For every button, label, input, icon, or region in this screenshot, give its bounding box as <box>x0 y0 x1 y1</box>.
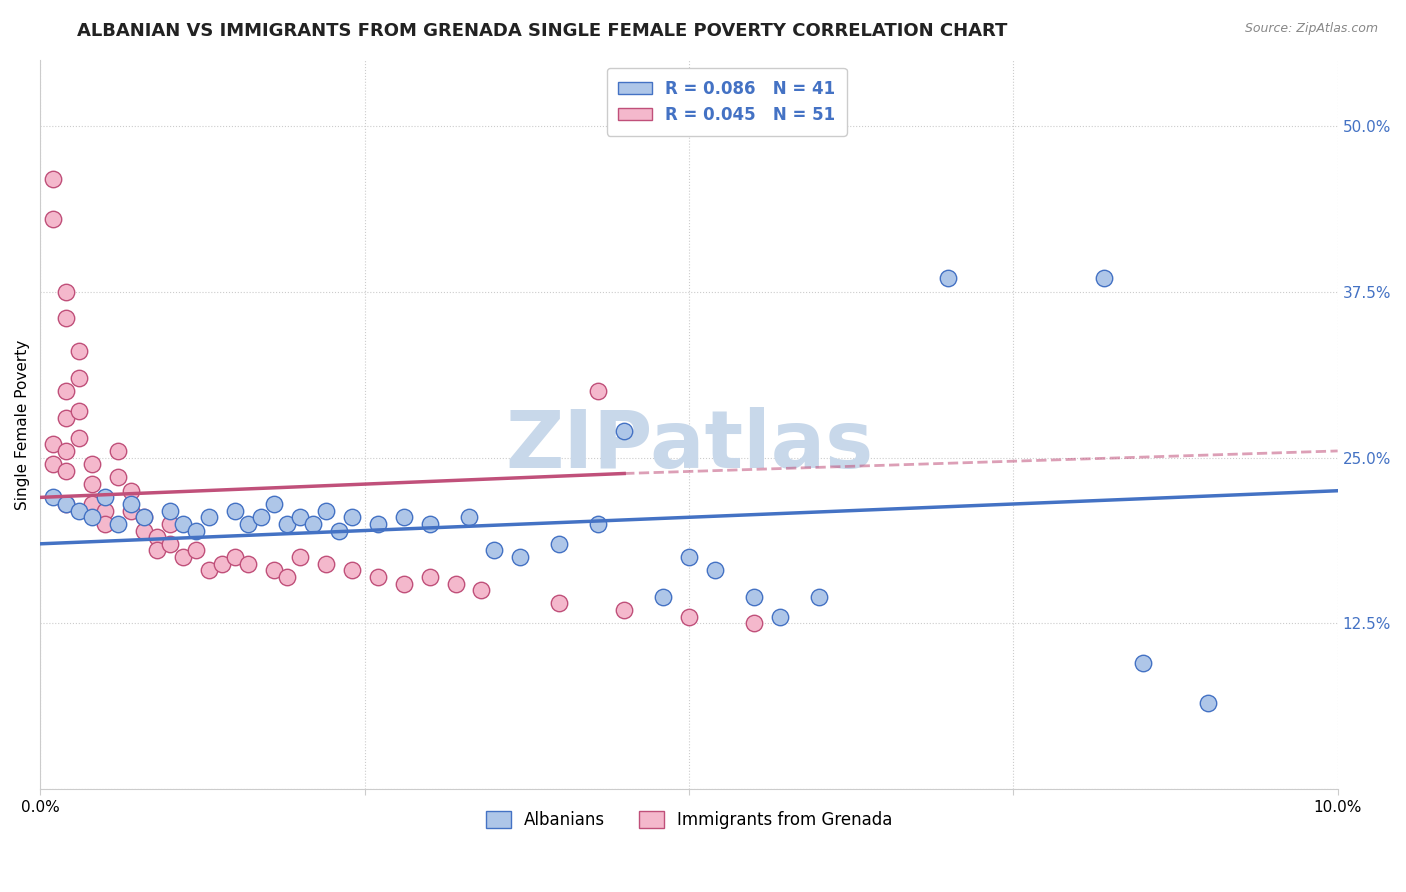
Text: Source: ZipAtlas.com: Source: ZipAtlas.com <box>1244 22 1378 36</box>
Y-axis label: Single Female Poverty: Single Female Poverty <box>15 339 30 509</box>
Point <box>328 524 350 538</box>
Point <box>172 516 194 531</box>
Point <box>120 503 142 517</box>
Point <box>55 311 77 326</box>
Point <box>250 510 273 524</box>
Point <box>613 603 636 617</box>
Point <box>938 271 960 285</box>
Point <box>42 437 65 451</box>
Point <box>276 516 298 531</box>
Text: ALBANIAN VS IMMIGRANTS FROM GRENADA SINGLE FEMALE POVERTY CORRELATION CHART: ALBANIAN VS IMMIGRANTS FROM GRENADA SING… <box>77 22 1008 40</box>
Point <box>42 211 65 226</box>
Point <box>276 570 298 584</box>
Point <box>134 510 156 524</box>
Point <box>224 550 246 565</box>
Point <box>159 503 181 517</box>
Point <box>548 597 571 611</box>
Point <box>67 431 90 445</box>
Point <box>107 444 129 458</box>
Point <box>340 510 363 524</box>
Point <box>82 457 104 471</box>
Point <box>67 344 90 359</box>
Point <box>120 483 142 498</box>
Point <box>42 172 65 186</box>
Point <box>367 516 389 531</box>
Point <box>55 464 77 478</box>
Point <box>159 537 181 551</box>
Point <box>678 609 700 624</box>
Point <box>315 557 337 571</box>
Point <box>548 537 571 551</box>
Point <box>146 543 169 558</box>
Point <box>484 543 506 558</box>
Point <box>55 285 77 299</box>
Point <box>159 516 181 531</box>
Point <box>120 497 142 511</box>
Point <box>184 543 207 558</box>
Point <box>704 563 727 577</box>
Point <box>263 563 285 577</box>
Point <box>419 516 441 531</box>
Point <box>419 570 441 584</box>
Point <box>55 497 77 511</box>
Point <box>172 550 194 565</box>
Point <box>134 510 156 524</box>
Point <box>55 497 77 511</box>
Point <box>509 550 531 565</box>
Point <box>42 491 65 505</box>
Point <box>94 516 117 531</box>
Point <box>184 524 207 538</box>
Point <box>742 590 765 604</box>
Text: ZIPatlas: ZIPatlas <box>505 408 873 485</box>
Point <box>236 516 259 531</box>
Point <box>586 384 609 399</box>
Point <box>444 576 467 591</box>
Point <box>94 503 117 517</box>
Point <box>55 384 77 399</box>
Point <box>1132 656 1154 670</box>
Point <box>367 570 389 584</box>
Point <box>263 497 285 511</box>
Legend: Albanians, Immigrants from Grenada: Albanians, Immigrants from Grenada <box>479 804 898 836</box>
Point <box>198 510 221 524</box>
Point <box>82 477 104 491</box>
Point <box>198 563 221 577</box>
Point <box>107 516 129 531</box>
Point <box>82 497 104 511</box>
Point <box>67 503 90 517</box>
Point <box>67 371 90 385</box>
Point <box>211 557 233 571</box>
Point <box>236 557 259 571</box>
Point <box>586 516 609 531</box>
Point <box>678 550 700 565</box>
Point <box>742 616 765 631</box>
Point <box>613 424 636 438</box>
Point <box>107 470 129 484</box>
Point <box>146 530 169 544</box>
Point <box>55 410 77 425</box>
Point <box>224 503 246 517</box>
Point <box>457 510 479 524</box>
Point <box>67 404 90 418</box>
Point <box>340 563 363 577</box>
Point <box>288 550 311 565</box>
Point <box>392 510 415 524</box>
Point <box>807 590 830 604</box>
Point <box>301 516 323 531</box>
Point <box>42 457 65 471</box>
Point <box>82 510 104 524</box>
Point <box>288 510 311 524</box>
Point <box>652 590 675 604</box>
Point <box>94 491 117 505</box>
Point <box>1197 696 1219 710</box>
Point <box>392 576 415 591</box>
Point <box>769 609 792 624</box>
Point <box>134 524 156 538</box>
Point <box>1092 271 1115 285</box>
Point <box>55 444 77 458</box>
Point <box>315 503 337 517</box>
Point <box>470 583 492 598</box>
